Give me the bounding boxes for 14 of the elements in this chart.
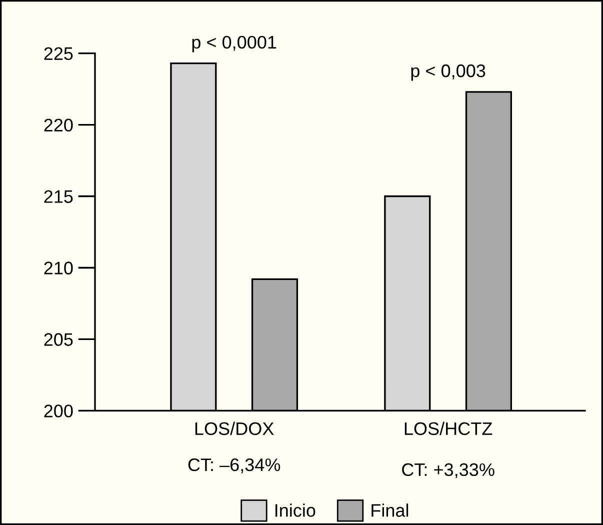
x-tick-label: LOS/HCTZ [404,422,492,436]
y-tick-label: 225 [44,47,73,60]
annotation: p < 0,003 [411,64,486,81]
legend-label: Final [372,504,408,517]
legend-label: Inicio [275,504,316,517]
y-tick-label: 220 [44,118,73,132]
x-tick-label: LOS/DOX [195,422,274,436]
y-tick-label: 205 [44,333,73,346]
text: CT: –6,34% [188,458,280,474]
text: p < 0,0001 [192,36,276,52]
y-tick-label: 200 [44,404,73,418]
text: CT: +3,33% [402,463,494,478]
y-tick-label: 210 [44,262,73,274]
y-tick-label: 215 [44,190,73,203]
